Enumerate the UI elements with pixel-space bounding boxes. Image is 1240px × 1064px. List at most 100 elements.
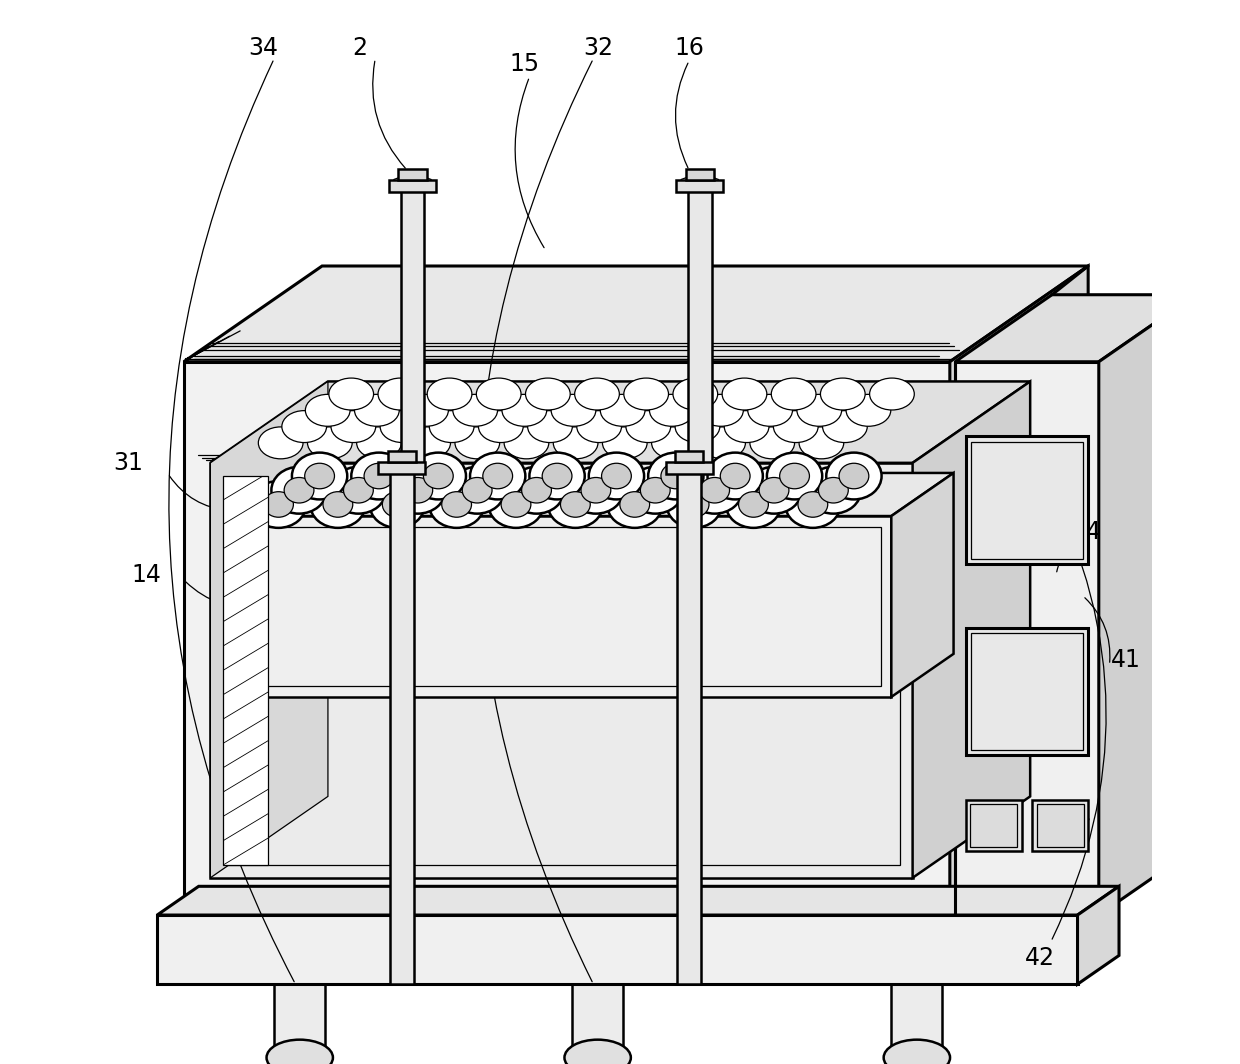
Ellipse shape (291, 452, 347, 499)
Ellipse shape (725, 481, 781, 528)
Bar (971, 442, 1083, 559)
Ellipse shape (281, 411, 326, 443)
Polygon shape (223, 476, 268, 865)
Bar (1037, 804, 1084, 847)
Ellipse shape (564, 1040, 631, 1064)
Ellipse shape (869, 378, 914, 410)
Ellipse shape (528, 411, 573, 443)
Ellipse shape (560, 492, 590, 517)
Bar (274, 984, 325, 1064)
Ellipse shape (529, 452, 585, 499)
Ellipse shape (522, 478, 552, 503)
Ellipse shape (264, 492, 294, 517)
Polygon shape (184, 362, 950, 915)
Ellipse shape (250, 481, 306, 528)
Ellipse shape (601, 463, 631, 488)
Ellipse shape (410, 452, 466, 499)
Ellipse shape (701, 427, 745, 459)
Ellipse shape (799, 427, 843, 459)
Polygon shape (955, 362, 1099, 915)
Ellipse shape (666, 481, 722, 528)
Ellipse shape (453, 395, 497, 427)
Ellipse shape (441, 492, 471, 517)
Ellipse shape (370, 481, 425, 528)
Bar (675, 451, 703, 463)
Ellipse shape (774, 411, 818, 443)
Ellipse shape (355, 395, 399, 427)
Ellipse shape (382, 492, 412, 517)
Ellipse shape (568, 467, 624, 514)
Ellipse shape (818, 478, 848, 503)
Polygon shape (211, 382, 327, 878)
Ellipse shape (381, 411, 425, 443)
Ellipse shape (785, 481, 841, 528)
Polygon shape (950, 266, 1089, 915)
Ellipse shape (476, 378, 521, 410)
Ellipse shape (724, 411, 769, 443)
Ellipse shape (826, 452, 882, 499)
Polygon shape (157, 886, 1118, 915)
Ellipse shape (797, 395, 842, 427)
Ellipse shape (357, 427, 402, 459)
Ellipse shape (403, 478, 433, 503)
Bar (966, 436, 1089, 564)
Polygon shape (232, 516, 892, 697)
Ellipse shape (329, 378, 373, 410)
Ellipse shape (608, 481, 662, 528)
Text: 42: 42 (1025, 946, 1055, 969)
Polygon shape (1099, 295, 1195, 915)
Ellipse shape (305, 463, 335, 488)
Ellipse shape (627, 467, 683, 514)
Bar (1032, 800, 1089, 851)
Bar (677, 463, 701, 984)
Ellipse shape (759, 478, 789, 503)
Ellipse shape (489, 481, 543, 528)
Polygon shape (892, 472, 954, 697)
Ellipse shape (846, 395, 890, 427)
Text: 14: 14 (131, 563, 161, 586)
Ellipse shape (626, 411, 671, 443)
Ellipse shape (624, 378, 668, 410)
Ellipse shape (526, 378, 570, 410)
Ellipse shape (640, 478, 670, 503)
Bar (242, 527, 880, 686)
Text: 16: 16 (675, 36, 704, 60)
Ellipse shape (482, 463, 512, 488)
Ellipse shape (455, 427, 500, 459)
Ellipse shape (449, 467, 505, 514)
Ellipse shape (577, 411, 621, 443)
Ellipse shape (542, 463, 572, 488)
Text: 4: 4 (1086, 520, 1101, 544)
Polygon shape (211, 382, 1030, 463)
Text: 2: 2 (352, 36, 367, 60)
Ellipse shape (553, 427, 598, 459)
Ellipse shape (405, 427, 450, 459)
Ellipse shape (748, 395, 792, 427)
Ellipse shape (429, 481, 485, 528)
Ellipse shape (603, 427, 647, 459)
Ellipse shape (651, 427, 697, 459)
Ellipse shape (551, 395, 596, 427)
Ellipse shape (508, 467, 564, 514)
Ellipse shape (687, 467, 743, 514)
Ellipse shape (310, 481, 366, 528)
Ellipse shape (884, 1040, 950, 1064)
Bar (388, 451, 415, 463)
Text: 31: 31 (114, 451, 144, 475)
Polygon shape (1078, 886, 1118, 984)
Ellipse shape (574, 378, 619, 410)
Ellipse shape (799, 492, 828, 517)
Bar (378, 463, 425, 473)
Ellipse shape (322, 492, 352, 517)
Bar (401, 186, 424, 463)
Text: 34: 34 (248, 36, 279, 60)
Ellipse shape (501, 492, 531, 517)
Text: 15: 15 (510, 52, 539, 76)
Ellipse shape (675, 411, 719, 443)
Polygon shape (913, 382, 1030, 878)
Ellipse shape (661, 463, 691, 488)
Ellipse shape (589, 452, 644, 499)
Polygon shape (184, 266, 1089, 362)
Ellipse shape (470, 452, 526, 499)
Ellipse shape (429, 411, 474, 443)
